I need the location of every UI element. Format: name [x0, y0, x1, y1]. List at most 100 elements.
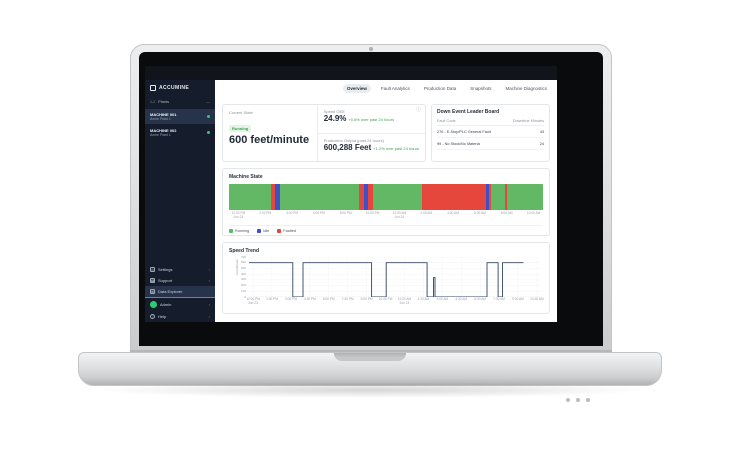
chevron-right-icon: ›	[208, 278, 210, 283]
timeline-segment-faulted[interactable]	[271, 184, 276, 210]
chevron-right-icon: ›	[208, 267, 210, 272]
xaxis-tick-label: 3:00 PM	[284, 297, 297, 301]
machine-state-legend: Running Idle Faulted	[229, 225, 543, 233]
xaxis-tick-label: 6:00 PM	[322, 297, 335, 301]
production-output-value: 600,288 Feet	[323, 142, 372, 152]
sidebar-group-plants[interactable]: 1-2 Plants —	[145, 95, 215, 108]
timeline-segment-running[interactable]	[373, 184, 423, 210]
xaxis-tick-label: 6:00 AM	[474, 297, 486, 301]
sidebar-bottom-menu: ⚙ Settings › ☎ Support › ▦ Data Explorer Admin ›?…	[145, 264, 215, 322]
sidebar-logo[interactable]: ACCUMINE	[145, 80, 215, 95]
table-row[interactable]: 99 - No Stock/No Material 24	[437, 138, 544, 150]
carousel-dots	[566, 398, 590, 402]
machine-list: MACHINE 001 Acme Plant 1 MACHINE 002 Acme P…	[145, 108, 215, 141]
tab-machine-diagnostics[interactable]: Machine Diagnostics	[505, 86, 547, 91]
laptop-lid-notch	[334, 353, 406, 361]
speed-oee-panel: Speed OEE 24.9% +0.6% over past 24 hours	[318, 105, 425, 133]
axis-tick-label: 12:00 PM Jun 23	[231, 211, 246, 219]
tab-overview[interactable]: Overview	[342, 84, 371, 93]
tab-production-data[interactable]: Production Data	[423, 86, 457, 91]
dashboard-app-window: ACCUMINE 1-2 Plants — MACHINE 001 Acme Pl…	[145, 66, 557, 322]
timeline-segment-idle[interactable]	[486, 184, 490, 210]
timeline-segment-idle[interactable]	[275, 184, 281, 210]
laptop-screen-glass: ACCUMINE 1-2 Plants — MACHINE 001 Acme Pl…	[139, 52, 603, 346]
timeline-segment-faulted[interactable]	[422, 184, 487, 210]
timeline-segment-faulted[interactable]	[489, 184, 492, 210]
timeline-segment-running[interactable]	[506, 184, 543, 210]
current-state-panel: Current State Running 600 feet/minute	[223, 105, 317, 161]
downtime-minutes-cell: 43	[539, 129, 544, 134]
timeline-segment-running[interactable]	[280, 184, 360, 210]
xaxis-tick-label: 1:30 PM	[266, 297, 278, 301]
axis-tick-label: 8:00 AM	[500, 211, 513, 215]
collapse-icon[interactable]: —	[206, 99, 210, 104]
carousel-dot[interactable]	[576, 398, 580, 402]
sidebar-item-settings[interactable]: ⚙ Settings ›	[145, 264, 215, 275]
timeline-segment-faulted[interactable]	[505, 184, 507, 210]
yaxis-tick-label: 600	[240, 260, 246, 265]
xaxis-tick-label: 10:30 AM	[530, 297, 544, 301]
speed-oee-value: 24.9%	[323, 114, 347, 123]
sidebar-item-support[interactable]: ☎ Support ›	[145, 275, 215, 286]
sidebar: ACCUMINE 1-2 Plants — MACHINE 001 Acme Pl…	[145, 80, 215, 322]
legend-label: Faulted	[283, 229, 296, 233]
logo-text: ACCUMINE	[159, 85, 190, 91]
chevron-right-icon: ›	[208, 302, 210, 307]
group-count: 1-2	[150, 99, 156, 104]
downtime-minutes-cell: 24	[539, 141, 544, 146]
chevron-right-icon: ›	[208, 314, 210, 319]
yaxis-tick-label: 500	[240, 265, 246, 270]
column-fault-code: Fault Code	[437, 119, 456, 123]
speed-trend-chart[interactable]: Feet/Minute 700 600 500 400 300 200 100 0	[229, 255, 543, 299]
tab-fault-analytics[interactable]: Fault Analytics	[380, 86, 410, 91]
axis-tick-label: 6:00 AM	[474, 211, 486, 215]
sidebar-machine-item[interactable]: MACHINE 001 Acme Plant 1	[145, 109, 215, 124]
speed-trend-line	[249, 262, 524, 297]
metrics-card: Current State Running 600 feet/minute ⓘ …	[222, 104, 426, 162]
yaxis-tick-label: 0	[244, 294, 246, 299]
timeline-segment-faulted[interactable]	[368, 184, 374, 210]
sidebar-item-label: Settings	[158, 267, 173, 272]
timeline-segment-faulted[interactable]	[359, 184, 364, 210]
machine-name: MACHINE 001	[150, 112, 177, 117]
info-icon[interactable]: ⓘ	[415, 107, 421, 113]
sidebar-item-label: Support	[158, 278, 173, 283]
axis-tick-label: 4:00 AM	[447, 211, 459, 215]
axis-tick-label: 6:00 PM	[312, 211, 325, 215]
legend-label: Running	[235, 229, 250, 233]
speed-trend-card: Speed Trend Feet/Minute 700 600 500 400 300 2…	[222, 242, 550, 314]
sidebar-item-help[interactable]: ? Help ›	[145, 311, 215, 322]
timeline-segment-idle[interactable]	[364, 184, 369, 210]
timeline-segment-running[interactable]	[491, 184, 506, 210]
machine-state-axis: 12:00 PM Jun 23 2:00 PM 4:00 PM 6:00 PM 8:00 …	[229, 211, 543, 222]
laptop-hinge	[130, 350, 612, 352]
machine-name: MACHINE 002	[150, 128, 177, 133]
down-events-card: Down Event Leader Board Fault Code Downt…	[431, 104, 550, 162]
sidebar-item-admin[interactable]: Admin ›	[145, 298, 215, 311]
machine-state-timeline[interactable]	[229, 184, 543, 210]
down-events-title: Down Event Leader Board	[437, 109, 500, 115]
speed-trend-yaxis: 700 600 500 400 300 200 100 0	[237, 255, 247, 299]
tab-snapshots[interactable]: Snapshots	[470, 86, 492, 91]
fault-code-cell: 276 - E-Stop/PLC General Fault	[437, 129, 491, 134]
avatar	[150, 301, 157, 308]
xaxis-tick-label: 12:00 PM Jun 23	[246, 297, 260, 305]
running-status-badge: Running	[229, 125, 252, 132]
app-top-black-bar	[145, 66, 557, 80]
axis-tick-label: 8:00 PM	[339, 211, 352, 215]
laptop-shadow	[90, 382, 650, 398]
xaxis-tick-label: 3:00 AM	[436, 297, 449, 301]
yaxis-tick-label: 100	[240, 288, 246, 293]
xaxis-tick-label: 9:00 AM	[512, 297, 524, 301]
webcam-dot	[369, 47, 373, 51]
legend-label: Idle	[263, 229, 270, 233]
carousel-dot[interactable]	[566, 398, 570, 402]
production-output-label: Production Output (past 24 hours)	[323, 137, 384, 143]
timeline-segment-running[interactable]	[229, 184, 272, 210]
sidebar-machine-item[interactable]: MACHINE 002 Acme Plant 1	[145, 125, 215, 140]
machine-status-dot	[206, 130, 210, 135]
carousel-dot[interactable]	[586, 398, 590, 402]
table-row[interactable]: 276 - E-Stop/PLC General Fault 43	[437, 126, 544, 138]
sidebar-item-data-explorer[interactable]: ▦ Data Explorer	[145, 286, 215, 298]
